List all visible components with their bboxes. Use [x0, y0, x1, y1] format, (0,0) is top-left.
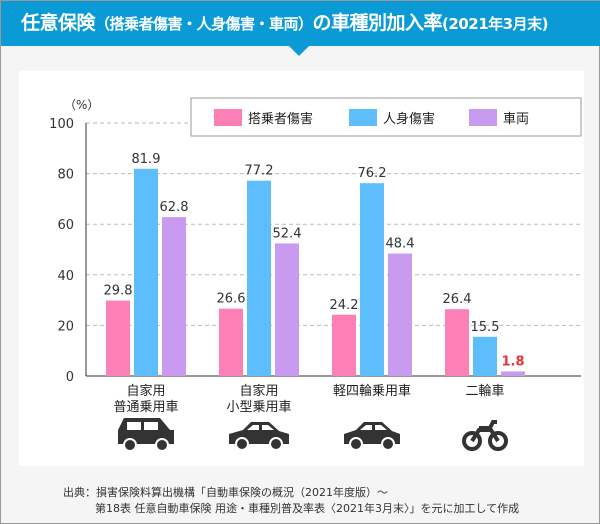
data-label: 15.5 [471, 320, 500, 335]
data-label: 1.8 [501, 354, 524, 369]
data-label: 76.2 [358, 166, 387, 181]
bar [501, 371, 525, 376]
bar [247, 180, 271, 376]
y-tick-label: 60 [57, 218, 74, 233]
data-label: 77.2 [245, 164, 274, 179]
legend-swatch [214, 109, 242, 126]
source-line-1: 出典：損害保険料算出機構「自動車保険の概況（2021年度版）〜 [63, 486, 388, 499]
bar [162, 217, 186, 376]
bar [219, 308, 243, 376]
y-tick-label: 80 [57, 168, 74, 183]
category-label: 軽四輪乗用車 [333, 383, 411, 399]
bar [473, 336, 497, 376]
data-label: 24.2 [330, 298, 359, 313]
title-paren: （搭乗者傷害・人身傷害・車両） [95, 15, 313, 33]
category-label: 普通乗用車 [113, 400, 178, 415]
source-note: 出典：損害保険料算出機構「自動車保険の概況（2021年度版）〜 第18表 任意自… [63, 485, 519, 517]
bar [388, 253, 412, 376]
y-tick-label: 0 [66, 370, 74, 385]
y-tick-label: 40 [57, 269, 74, 284]
legend-label: 搭乗者傷害 [248, 111, 313, 127]
y-tick-label: 20 [57, 319, 74, 334]
y-axis-unit: （%） [64, 98, 99, 112]
legend-label: 人身傷害 [383, 111, 435, 127]
data-label: 26.6 [217, 292, 246, 307]
legend-label: 車両 [503, 112, 529, 127]
legend [190, 97, 582, 137]
data-label: 29.8 [104, 284, 133, 299]
title-rest: の車種別加入率 [312, 12, 443, 34]
data-label: 48.4 [386, 237, 415, 252]
title-pointer [289, 46, 309, 56]
sedan-icon [229, 422, 289, 451]
y-tick-label: 100 [49, 117, 74, 132]
bar [332, 314, 356, 376]
bar [106, 300, 130, 376]
legend-swatch [469, 109, 497, 126]
data-label: 81.9 [132, 152, 161, 167]
title-date: (2021年3月末) [442, 15, 548, 33]
bar [360, 183, 384, 376]
legend-swatch [349, 109, 377, 126]
chart-title: 任意保険（搭乗者傷害・人身傷害・車両）の車種別加入率(2021年3月末) [1, 1, 600, 46]
bar [134, 168, 158, 376]
category-label: 自家用 [126, 383, 165, 399]
kei-car-icon [344, 422, 400, 451]
data-label: 62.8 [160, 200, 189, 215]
category-label: 小型乗用車 [226, 400, 291, 415]
motorcycle-icon [462, 420, 508, 451]
bar [275, 243, 299, 376]
suv-icon [118, 418, 174, 452]
source-line-2: 第18表 任意自動車保険 用途・車種別普及率表〈2021年3月末〉」を元に加工し… [95, 502, 520, 515]
data-label: 52.4 [273, 226, 302, 241]
title-main: 任意保険 [21, 12, 96, 34]
category-label: 自家用 [239, 383, 278, 399]
chart-panel: 0 20 40 60 80 100 （%） 29.8 81.9 62.8 自家用 普通乗用車 26.6 7… [19, 71, 584, 466]
category-label: 二輪車 [465, 383, 504, 399]
data-label: 26.4 [443, 292, 472, 307]
bar [445, 309, 469, 376]
bar-chart: 020406080100（%）29.881.962.8自家用普通乗用車26.67… [49, 97, 582, 452]
